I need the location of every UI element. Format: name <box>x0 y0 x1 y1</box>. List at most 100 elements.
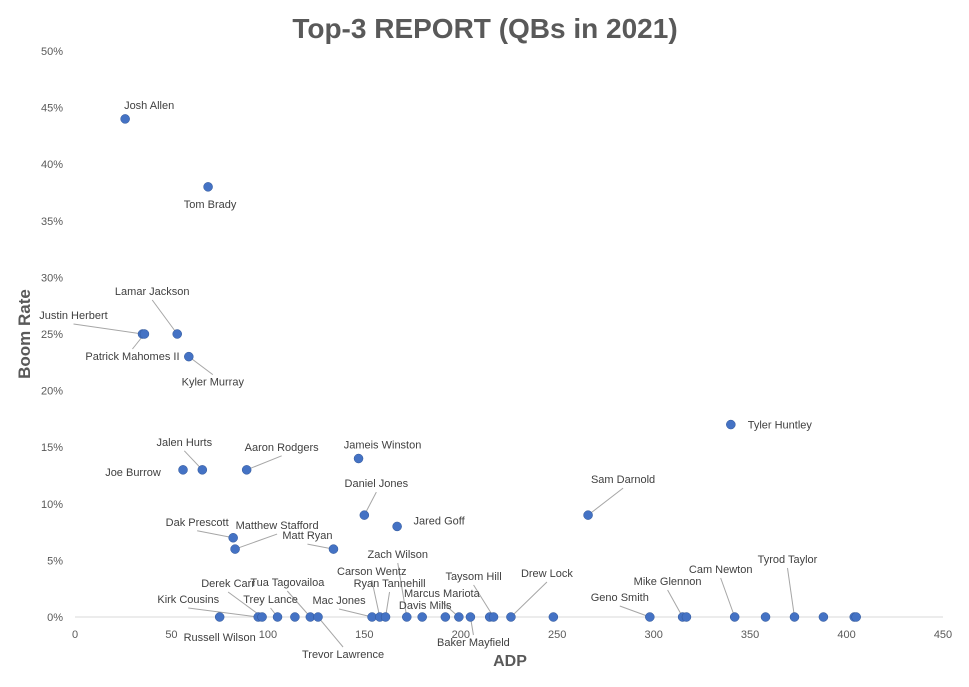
label-leader-line <box>587 487 624 516</box>
data-point <box>454 612 464 622</box>
y-tick-label: 0% <box>47 612 63 624</box>
data-point <box>417 612 427 622</box>
data-label: Mac Jones <box>312 595 366 607</box>
data-label: Taysom Hill <box>445 571 501 583</box>
x-axis-title: ADP <box>493 653 527 670</box>
data-point <box>851 612 861 622</box>
y-tick-label: 20% <box>41 386 63 398</box>
x-tick-label: 0 <box>72 629 78 641</box>
label-leader-line <box>510 581 548 618</box>
data-label: Jalen Hurts <box>156 437 212 449</box>
label-leader-line <box>338 608 373 618</box>
data-point <box>203 182 213 192</box>
label-leader-line <box>397 562 408 618</box>
data-point <box>506 612 516 622</box>
data-label: Mike Glennon <box>634 576 702 588</box>
label-leader-line <box>786 567 795 618</box>
x-tick-label: 300 <box>644 629 662 641</box>
data-point <box>353 453 364 464</box>
y-axis-title: Boom Rate <box>15 289 34 379</box>
data-label: Zach Wilson <box>368 549 429 561</box>
data-label: Matt Ryan <box>282 530 332 542</box>
y-tick-label: 15% <box>41 442 63 454</box>
data-label: Daniel Jones <box>345 478 409 490</box>
label-leader-line <box>667 589 684 618</box>
data-label: Tyrod Taylor <box>758 554 818 566</box>
data-label: Tua Tagovailoa <box>250 577 325 589</box>
data-label: Trey Lance <box>243 594 298 606</box>
data-point <box>645 612 655 622</box>
label-leader-lines <box>73 299 795 648</box>
data-point <box>789 612 800 622</box>
data-label: Derek Carr <box>201 578 255 590</box>
data-point <box>197 465 208 475</box>
x-tick-label: 150 <box>355 629 373 641</box>
data-point <box>328 544 339 554</box>
y-tick-label: 30% <box>41 272 63 284</box>
data-point <box>359 510 370 520</box>
data-point <box>380 612 391 622</box>
label-leader-line <box>473 584 494 618</box>
data-label: Carson Wentz <box>337 566 407 578</box>
data-point <box>681 612 692 622</box>
data-point <box>184 351 194 362</box>
label-leader-line <box>619 605 650 618</box>
data-label: Patrick Mahomes II <box>85 351 179 363</box>
x-tick-label: 100 <box>259 629 277 641</box>
data-point <box>313 612 323 622</box>
data-point <box>818 612 829 622</box>
y-tick-label: 5% <box>47 555 63 567</box>
data-labels: Josh Allen Tom Brady Lamar Jackson Justin H… <box>39 100 817 661</box>
data-point <box>120 114 130 124</box>
data-label: Joe Burrow <box>105 467 161 479</box>
data-point <box>228 533 238 543</box>
data-point <box>172 329 182 339</box>
data-label: Aaron Rodgers <box>245 442 319 454</box>
data-label: Russell Wilson <box>184 632 256 644</box>
data-point <box>230 544 240 554</box>
data-label: Jared Goff <box>414 515 466 527</box>
data-point <box>465 612 476 622</box>
label-leader-line <box>246 455 282 471</box>
x-tick-label: 450 <box>934 629 952 641</box>
data-label: Tyler Huntley <box>748 420 813 432</box>
data-label: Josh Allen <box>124 100 174 112</box>
data-label: Baker Mayfield <box>437 637 510 649</box>
data-point <box>257 612 267 622</box>
y-tick-label: 35% <box>41 216 63 228</box>
data-point <box>726 419 736 430</box>
data-label: Ryan Tannehill <box>354 578 426 590</box>
data-point <box>272 612 283 622</box>
data-point <box>583 510 593 520</box>
label-leader-line <box>317 616 344 648</box>
data-point <box>139 329 150 339</box>
label-leader-line <box>188 607 259 618</box>
y-tick-label: 50% <box>41 46 63 58</box>
y-tick-labels: 0% 5% 10% 15% 20% 25% 30% 35% 40% 45% 50% <box>41 46 63 624</box>
data-point <box>488 612 499 622</box>
x-tick-label: 350 <box>741 629 759 641</box>
data-label: Jameis Winston <box>344 440 422 452</box>
label-leader-line <box>720 577 736 618</box>
chart-title: Top-3 REPORT (QBs in 2021) <box>292 13 677 44</box>
label-leader-line <box>234 533 278 550</box>
x-tick-labels: 0 50 100 150 200 250 300 350 400 450 <box>72 629 952 641</box>
data-label: Lamar Jackson <box>115 286 190 298</box>
label-leader-line <box>197 530 234 539</box>
y-tick-label: 10% <box>41 499 63 511</box>
data-label: Davis Mills <box>399 600 452 612</box>
data-label: Matthew Stafford <box>236 520 319 532</box>
data-label: Kirk Cousins <box>157 594 219 606</box>
data-point <box>178 465 188 475</box>
data-point <box>548 612 559 622</box>
data-point <box>760 612 771 622</box>
data-label: Geno Smith <box>591 592 649 604</box>
label-leader-line <box>151 299 178 335</box>
data-point <box>440 612 451 622</box>
data-point <box>402 612 412 622</box>
data-point <box>392 521 402 532</box>
data-label: Sam Darnold <box>591 474 655 486</box>
data-point <box>241 465 252 475</box>
y-tick-label: 45% <box>41 103 63 115</box>
